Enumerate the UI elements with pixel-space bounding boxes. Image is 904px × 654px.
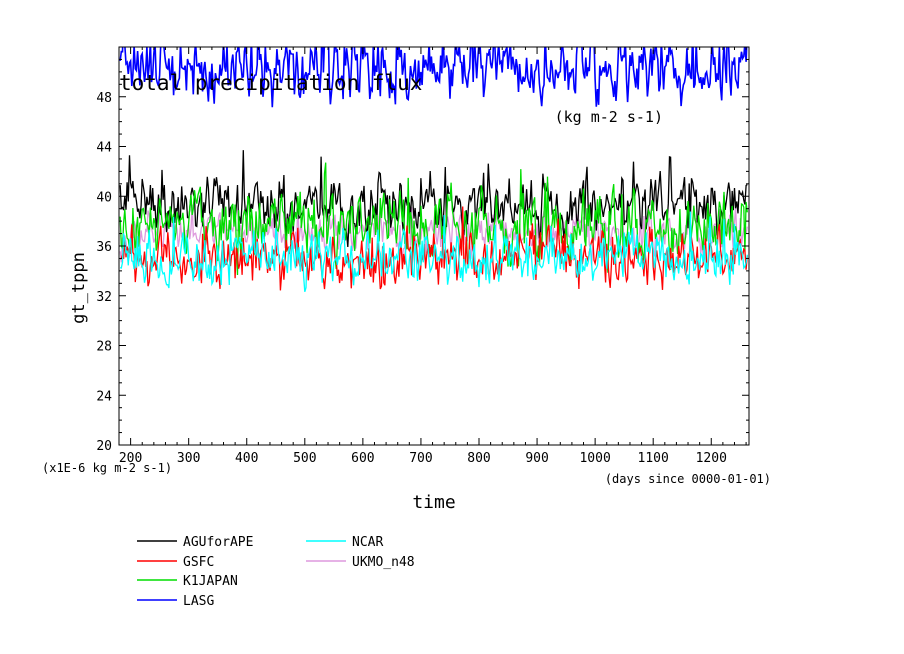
y-tick-label: 44 bbox=[96, 141, 112, 156]
x-tick-label: 800 bbox=[467, 451, 490, 466]
series-line-lasg bbox=[119, 47, 748, 108]
y-tick-label: 20 bbox=[96, 439, 112, 454]
y-tick-label: 36 bbox=[96, 240, 112, 255]
y-tick-label: 24 bbox=[96, 389, 112, 404]
series-line-ncar bbox=[119, 211, 748, 292]
x-tick-label: 1100 bbox=[638, 451, 669, 466]
axis-layer: 200 300 400 500 600 700 800 900 1000 1100 1200 20 24… bbox=[96, 47, 749, 466]
series-line-aguforape bbox=[119, 150, 748, 248]
y-tick-label: 32 bbox=[96, 290, 112, 305]
x-tick-label: 1200 bbox=[696, 451, 727, 466]
y-tick-label: 48 bbox=[96, 91, 112, 106]
legend-label: GSFC bbox=[183, 555, 214, 570]
x-tick-label: 200 bbox=[119, 451, 142, 466]
x-tick-label: 1000 bbox=[579, 451, 610, 466]
x-tick-label: 300 bbox=[177, 451, 200, 466]
series-layer bbox=[119, 47, 748, 292]
legend-label: NCAR bbox=[352, 535, 383, 550]
chart-units: (kg m-2 s-1) bbox=[555, 108, 663, 126]
legend-label: LASG bbox=[183, 594, 214, 609]
x-tick-label: 900 bbox=[525, 451, 548, 466]
legend-label: AGUforAPE bbox=[183, 535, 253, 550]
y-tick-label: 40 bbox=[96, 190, 112, 205]
y-axis-label: gt_tppn bbox=[69, 252, 89, 324]
chart-title: total precipitation flux bbox=[119, 71, 422, 95]
x-units-label: (days since 0000-01-01) bbox=[605, 472, 771, 486]
legend: AGUforAPE GSFC K1JAPAN LASG NCAR UKMO_n48 bbox=[137, 535, 415, 609]
legend-label: K1JAPAN bbox=[183, 574, 238, 589]
x-tick-label: 700 bbox=[409, 451, 432, 466]
x-tick-label: 600 bbox=[351, 451, 374, 466]
x-tick-label: 400 bbox=[235, 451, 258, 466]
x-axis-label: time bbox=[412, 492, 455, 513]
legend-label: UKMO_n48 bbox=[352, 555, 415, 570]
x-tick-label: 500 bbox=[293, 451, 316, 466]
y-tick-label: 28 bbox=[96, 340, 112, 355]
y-units-label: (x1E-6 kg m-2 s-1) bbox=[42, 461, 172, 475]
